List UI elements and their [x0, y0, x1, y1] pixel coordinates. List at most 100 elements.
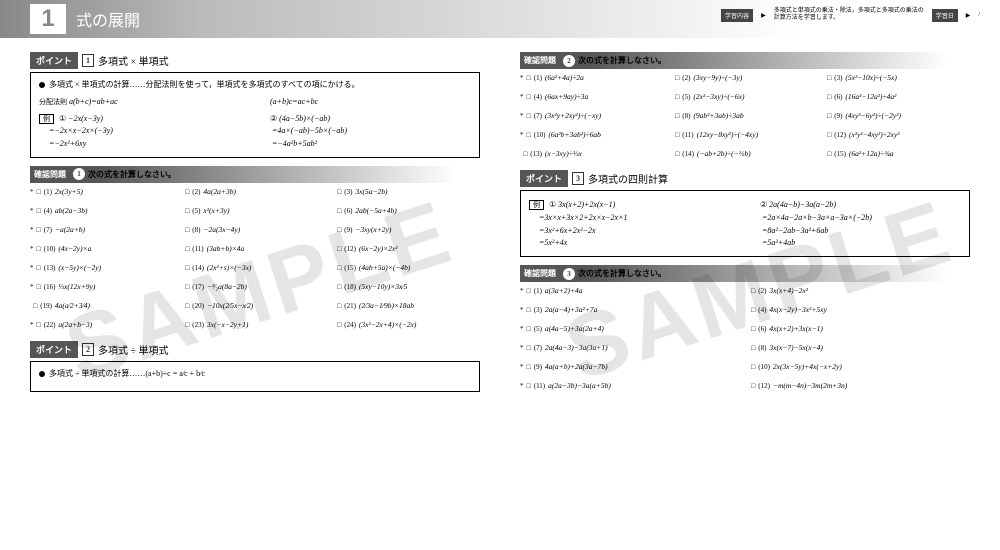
problem-item: □(8)3x(x−7)−5x(x−4)	[748, 343, 970, 352]
problem-checkbox-icon: □	[527, 344, 531, 352]
problem-item: □(11)(3ab+b)×4a	[182, 244, 328, 253]
point-number: 1	[82, 54, 94, 67]
problem-expression: (6a²+12a)÷¾a	[849, 149, 894, 158]
example-expr: =4a×(−ab)−5b×(−ab)	[272, 126, 347, 135]
example-expr: −2x(x−3y)	[68, 114, 103, 123]
problem-number: (3)	[344, 188, 352, 196]
point-number: 3	[572, 172, 584, 185]
problem-checkbox-icon: □	[37, 245, 41, 253]
problem-number: (14)	[192, 264, 204, 272]
problem-checkbox-icon: □	[751, 382, 755, 390]
example-expr: (4a−5b)×(−ab)	[279, 114, 330, 123]
problem-checkbox-icon: □	[523, 150, 527, 158]
problem-expression: (4ab+5a)×(−4b)	[359, 263, 410, 272]
problem-expression: (3xy−9y)÷(−3y)	[693, 73, 742, 82]
problem-checkbox-icon: □	[751, 287, 755, 295]
problem-item: □(2)4a(2a+3b)	[182, 187, 328, 196]
problem-number: (4)	[534, 93, 542, 101]
problem-item: *□(10)(4x−2y)×a	[30, 244, 176, 253]
point-label: ポイント	[30, 52, 78, 69]
check-label: 確認問題	[30, 168, 70, 181]
point-title: 多項式の四則計算	[588, 171, 668, 186]
problem-expression: (3x²y+2xy²)÷(−xy)	[545, 111, 601, 120]
problem-checkbox-icon: □	[37, 321, 41, 329]
problem-number: (14)	[682, 150, 694, 158]
problem-item: *□(3)2a(a−4)+3a²+7a	[520, 305, 742, 314]
chapter-title: 式の展開	[76, 7, 140, 31]
problem-star: *	[30, 321, 34, 329]
point-1-box: 多項式 × 単項式の計算……分配法則を使って，単項式を多項式のすべての項にかける…	[30, 72, 480, 158]
problem-checkbox-icon: □	[751, 325, 755, 333]
example-expr: =−2x²+6xy	[49, 139, 86, 148]
problem-expression: (3ab+b)×4a	[207, 244, 245, 253]
problem-number: (15)	[344, 264, 356, 272]
problem-number: (4)	[758, 306, 766, 314]
study-content-label: 学習内容	[721, 9, 753, 22]
problem-item: *□(1)(6a²+4a)÷2a	[520, 73, 666, 82]
problem-checkbox-icon: □	[337, 264, 341, 272]
problem-item: □(3)3x(5a−2b)	[334, 187, 480, 196]
point-2-box: 多項式 ÷ 単項式の計算……(a+b)÷c = a⁄c + b⁄c	[30, 361, 480, 392]
point-1-header: ポイント 1 多項式 × 単項式	[30, 52, 480, 69]
problem-checkbox-icon: □	[185, 226, 189, 234]
problem-expression: −10x(2⁄5x−x⁄2)	[207, 301, 253, 310]
problem-item: □(15)(6a²+12a)÷¾a	[824, 149, 970, 158]
problem-checkbox-icon: □	[527, 287, 531, 295]
problem-checkbox-icon: □	[185, 188, 189, 196]
problem-star: *	[520, 112, 524, 120]
example-num: ②	[270, 114, 277, 123]
example-num: ①	[549, 200, 556, 209]
problem-expression: (2x²−3xy)÷(−6x)	[693, 92, 744, 101]
problem-number: (24)	[344, 321, 356, 329]
example-expr: =8a²−2ab−3a²+6ab	[762, 226, 828, 235]
problem-expression: (5xy−10y)×3x⁄5	[359, 282, 407, 291]
problem-star: *	[30, 207, 34, 215]
problem-number: (11)	[534, 382, 545, 390]
example-expr: =2a×4a−2a×b−3a×a−3a×(−2b)	[762, 213, 872, 222]
problem-checkbox-icon: □	[675, 74, 679, 82]
problem-number: (1)	[44, 188, 52, 196]
point-title: 多項式 ÷ 単項式	[98, 342, 169, 357]
problem-checkbox-icon: □	[337, 302, 341, 310]
problem-item: □(10)2x(3x−5y)+4x(−x+2y)	[748, 362, 970, 371]
problem-expression: (x²y²−4xy²)÷2xy²	[849, 130, 900, 139]
problem-item: *□(7)(3x²y+2xy²)÷(−xy)	[520, 111, 666, 120]
check-title: 次の式を計算しなさい。	[578, 55, 666, 66]
problem-item: □(13)(x−3xy)÷⅓x	[520, 149, 666, 158]
check-3-header: 確認問題 3 次の式を計算しなさい。	[520, 265, 970, 282]
problem-expression: −a(2a+b)	[55, 225, 85, 234]
problem-expression: (x−5y)×(−2y)	[58, 263, 101, 272]
problem-expression: 4x(x+2)+3x(x−1)	[769, 324, 823, 333]
problem-number: (2)	[758, 287, 766, 295]
dist-formula-2: (a+b)c=ac+bc	[270, 96, 471, 109]
problem-item: □(11)(12xy−8xy²)÷(−4xy)	[672, 130, 818, 139]
problem-item: □(18)(5xy−10y)×3x⁄5	[334, 282, 480, 291]
study-day-value: /	[978, 12, 980, 18]
problem-item: □(23)3x(−x−2y+1)	[182, 320, 328, 329]
check-title: 次の式を計算しなさい。	[88, 169, 176, 180]
problem-star: *	[520, 93, 524, 101]
point-3-header: ポイント 3 多項式の四則計算	[520, 170, 970, 187]
problem-item: *□(4)ab(2a−3b)	[30, 206, 176, 215]
problem-checkbox-icon: □	[751, 306, 755, 314]
problem-expression: −³⁄₂a(8a−2b)	[207, 282, 247, 291]
problem-item: □(14)(2x²+s)×(−3x)	[182, 263, 328, 272]
problem-checkbox-icon: □	[527, 131, 531, 139]
problem-expression: 2a(a−4)+3a²+7a	[545, 305, 597, 314]
problem-checkbox-icon: □	[675, 93, 679, 101]
problem-checkbox-icon: □	[527, 93, 531, 101]
problem-expression: −m(m−4n)−3m(2m+3n)	[773, 381, 847, 390]
problem-number: (17)	[192, 283, 204, 291]
arrow-icon: ▶	[761, 12, 766, 19]
problem-checkbox-icon: □	[33, 302, 37, 310]
problem-item: □(20)−10x(2⁄5x−x⁄2)	[182, 301, 328, 310]
left-column: ポイント 1 多項式 × 単項式 多項式 × 単項式の計算……分配法則を使って，…	[0, 38, 500, 550]
problem-checkbox-icon: □	[337, 321, 341, 329]
problem-checkbox-icon: □	[827, 74, 831, 82]
problem-expression: (6x−2y)×2x²	[359, 244, 398, 253]
check-label: 確認問題	[520, 267, 560, 280]
problem-checkbox-icon: □	[185, 302, 189, 310]
problem-expression: (9ab²+3ab)÷3ab	[693, 111, 743, 120]
problem-checkbox-icon: □	[37, 207, 41, 215]
problem-number: (5)	[192, 207, 200, 215]
